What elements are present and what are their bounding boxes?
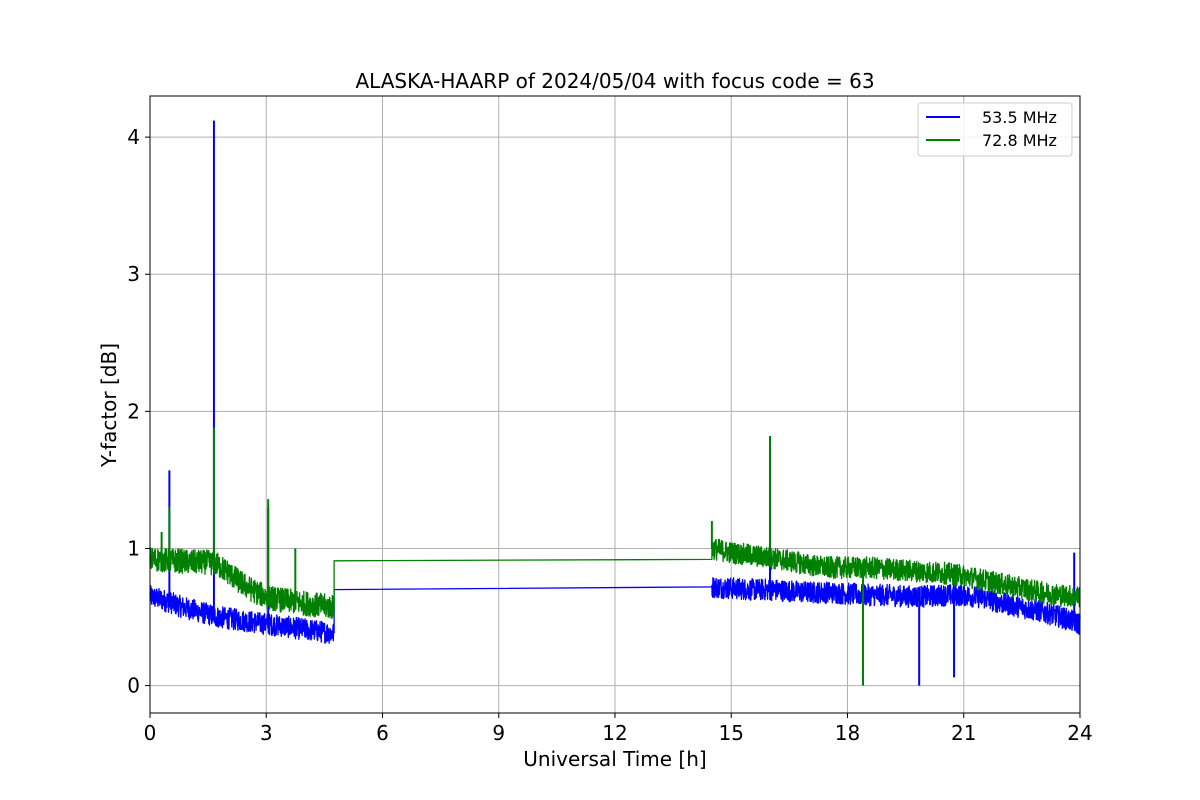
legend: 53.5 MHz 72.8 MHz	[917, 102, 1073, 157]
series-line	[149, 577, 1081, 644]
series-line	[149, 538, 1081, 619]
y-tick-label: 4	[127, 125, 140, 149]
x-tick-label: 9	[492, 721, 505, 745]
x-tick-label: 18	[835, 721, 860, 745]
x-tick-label: 3	[260, 721, 273, 745]
x-tick-label: 24	[1067, 721, 1092, 745]
y-tick-label: 3	[127, 262, 140, 286]
y-tick-label: 1	[127, 536, 140, 560]
x-tick-label: 12	[602, 721, 627, 745]
x-tick-label: 15	[719, 721, 744, 745]
x-axis-label: Universal Time [h]	[523, 747, 706, 771]
y-tick-label: 0	[127, 674, 140, 698]
y-axis-label: Y-factor [dB]	[97, 343, 121, 468]
series-layer	[149, 120, 1081, 686]
x-ticks: 0 3 6 9 12 15 18 21 24	[144, 713, 1093, 745]
legend-label-72-8: 72.8 MHz	[982, 131, 1057, 150]
y-ticks: 0 1 2 3 4	[127, 125, 150, 698]
x-tick-label: 0	[144, 721, 157, 745]
legend-label-53-5: 53.5 MHz	[982, 108, 1057, 127]
x-tick-label: 6	[376, 721, 389, 745]
chart-title: ALASKA-HAARP of 2024/05/04 with focus co…	[355, 69, 874, 93]
y-tick-label: 2	[127, 399, 140, 423]
series-72-8-MHz	[149, 427, 1081, 686]
x-tick-label: 21	[951, 721, 976, 745]
